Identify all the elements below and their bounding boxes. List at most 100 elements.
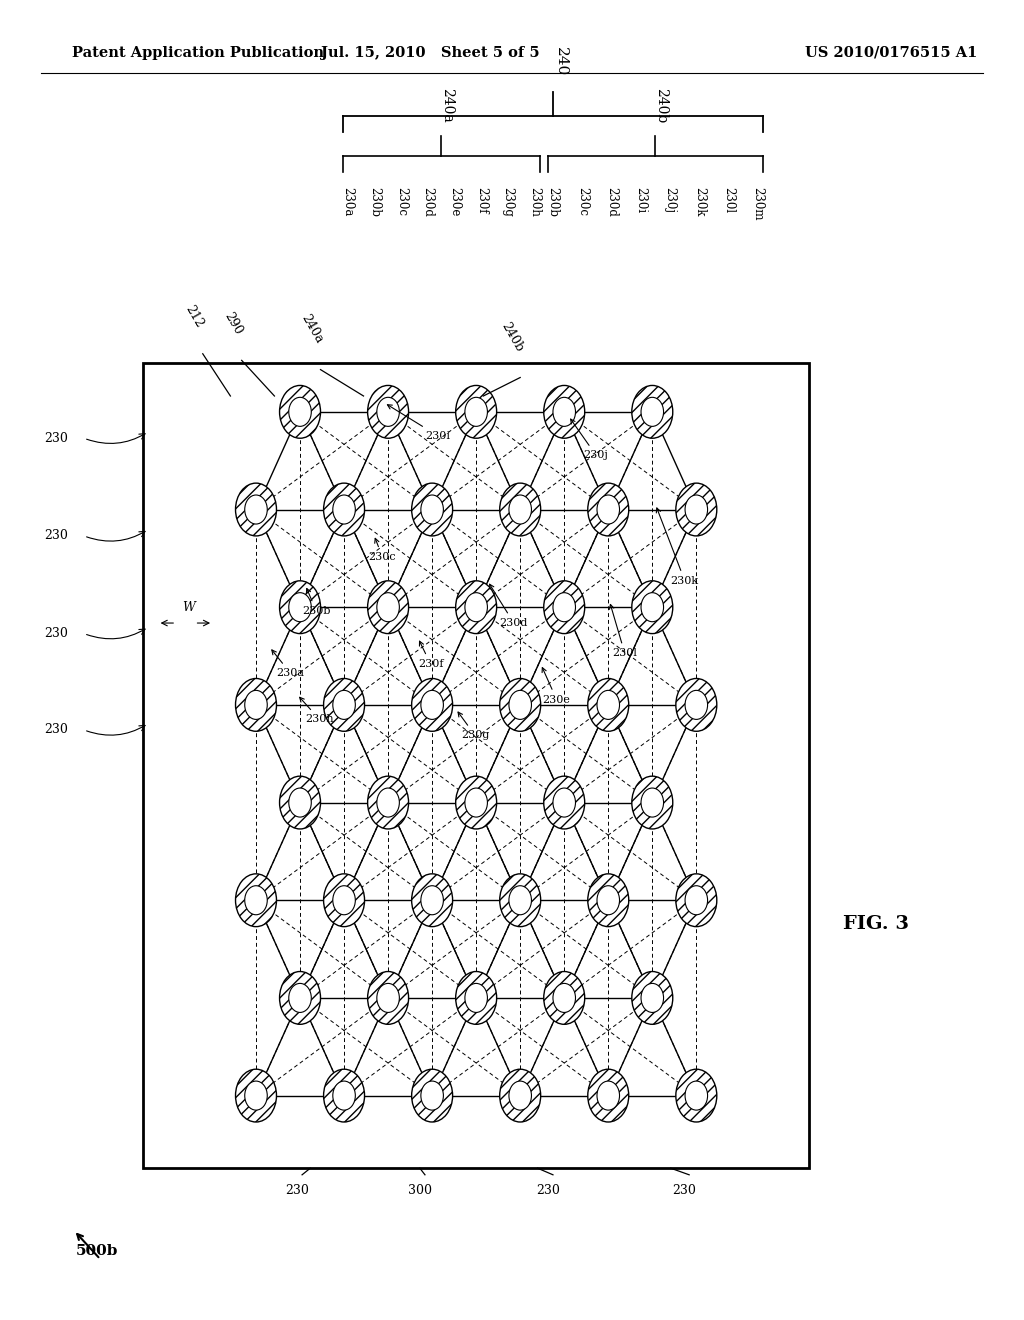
Text: 230b: 230b [369,187,381,218]
Circle shape [280,972,321,1024]
Circle shape [500,483,541,536]
Text: 230g: 230g [458,711,489,741]
Circle shape [597,495,620,524]
Circle shape [236,678,276,731]
Text: 230d: 230d [422,187,434,218]
Circle shape [509,690,531,719]
Circle shape [544,776,585,829]
Text: 230k: 230k [656,508,698,586]
Text: 290: 290 [222,309,245,337]
Text: 230g: 230g [502,187,514,218]
Text: Patent Application Publication: Patent Application Publication [72,46,324,59]
Text: 230e: 230e [542,668,570,705]
Circle shape [368,581,409,634]
Circle shape [289,983,311,1012]
Circle shape [245,495,267,524]
Circle shape [553,788,575,817]
Circle shape [245,1081,267,1110]
Circle shape [333,886,355,915]
Circle shape [597,886,620,915]
Circle shape [324,1069,365,1122]
Text: 230m: 230m [752,187,764,220]
Circle shape [553,983,575,1012]
Circle shape [588,483,629,536]
Text: 230a: 230a [271,649,304,678]
Circle shape [280,776,321,829]
Circle shape [685,1081,708,1110]
Text: 240: 240 [554,48,568,77]
Circle shape [368,385,409,438]
Text: 230: 230 [44,432,69,445]
Circle shape [456,972,497,1024]
Text: 230c: 230c [395,187,408,216]
Circle shape [641,983,664,1012]
Circle shape [509,1081,531,1110]
Text: 230c: 230c [369,539,396,562]
Circle shape [280,385,321,438]
Text: 500b: 500b [76,1245,119,1258]
Circle shape [588,1069,629,1122]
Text: 230: 230 [44,529,69,543]
Text: 230k: 230k [693,187,706,216]
Circle shape [245,886,267,915]
Text: W: W [182,601,195,614]
Circle shape [597,690,620,719]
Text: 230: 230 [672,1184,696,1197]
Circle shape [324,874,365,927]
Text: 230e: 230e [449,187,461,216]
Text: 212: 212 [183,302,206,330]
Circle shape [412,483,453,536]
Circle shape [421,1081,443,1110]
Text: 230l: 230l [722,187,735,214]
Circle shape [377,593,399,622]
Text: 230c: 230c [575,187,589,216]
Circle shape [509,886,531,915]
Circle shape [685,690,708,719]
Text: 240b: 240b [654,87,669,123]
Circle shape [641,788,664,817]
Circle shape [289,397,311,426]
Text: 240a: 240a [299,312,326,346]
Circle shape [324,483,365,536]
Circle shape [289,788,311,817]
Text: 230f: 230f [475,187,487,214]
Text: 300: 300 [408,1184,432,1197]
Circle shape [500,1069,541,1122]
Circle shape [641,593,664,622]
Text: 230j: 230j [570,418,608,461]
Text: 230b: 230b [302,589,331,616]
Circle shape [632,581,673,634]
Circle shape [456,385,497,438]
Text: 230b: 230b [547,187,559,218]
Text: 230h: 230h [300,697,334,725]
Text: Jul. 15, 2010   Sheet 5 of 5: Jul. 15, 2010 Sheet 5 of 5 [321,46,540,59]
Circle shape [544,581,585,634]
Text: 240b: 240b [499,319,525,354]
Circle shape [676,483,717,536]
Circle shape [368,776,409,829]
Circle shape [632,385,673,438]
Text: 230: 230 [44,627,69,640]
Circle shape [685,886,708,915]
Circle shape [553,593,575,622]
Circle shape [421,690,443,719]
Circle shape [333,495,355,524]
Text: 230: 230 [536,1184,560,1197]
Circle shape [377,983,399,1012]
Circle shape [412,1069,453,1122]
Circle shape [500,874,541,927]
Circle shape [368,972,409,1024]
Circle shape [377,397,399,426]
Circle shape [236,483,276,536]
Text: 230d: 230d [605,187,617,218]
Text: 230h: 230h [528,187,541,218]
Circle shape [465,983,487,1012]
Circle shape [676,678,717,731]
Circle shape [236,1069,276,1122]
Text: 240a: 240a [440,88,455,123]
Circle shape [236,874,276,927]
Circle shape [456,581,497,634]
Circle shape [421,886,443,915]
Circle shape [465,788,487,817]
Circle shape [588,874,629,927]
